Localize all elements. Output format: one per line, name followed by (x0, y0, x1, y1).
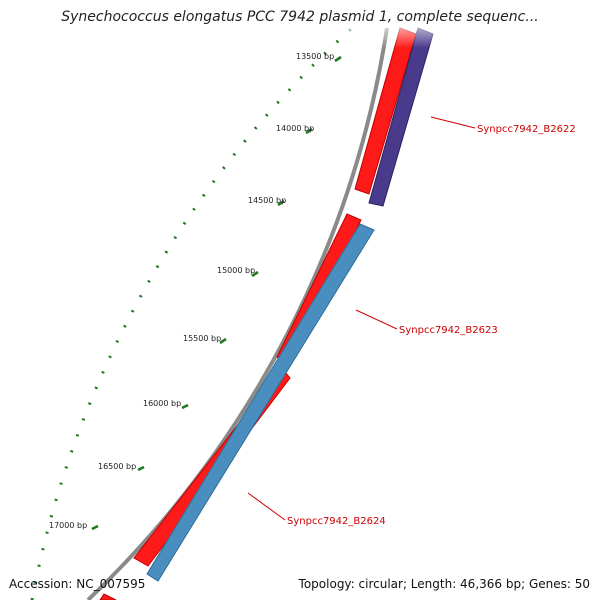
tick-label-15000: 15000 bp (217, 266, 255, 275)
gene-label-B2622[interactable]: Synpcc7942_B2622 (477, 124, 576, 135)
tick-label-17000: 17000 bp (49, 521, 87, 530)
tick-label-13500: 13500 bp (296, 52, 334, 61)
plasmid-backbone (86, 27, 389, 600)
tick-label-16500: 16500 bp (98, 462, 136, 471)
gene-label-B2623[interactable]: Synpcc7942_B2623 (399, 325, 498, 336)
topology-summary: Topology: circular; Length: 46,366 bp; G… (298, 577, 590, 591)
gene-Synpcc7942_B2623-B2624[interactable] (146, 223, 375, 582)
map-title: Synechococcus elongatus PCC 7942 plasmid… (61, 9, 539, 25)
gene-label-B2624[interactable]: Synpcc7942_B2624 (287, 516, 386, 527)
tick-label-14000: 14000 bp (276, 124, 314, 133)
top-fade (340, 22, 450, 48)
major-ticks (91, 55, 342, 531)
accession-label: Accession: NC_007595 (9, 577, 146, 591)
tick-label-16000: 16000 bp (143, 399, 181, 408)
tick-labels: 13500 bp 14000 bp 14500 bp 15000 bp 1550… (49, 52, 334, 530)
tick-label-14500: 14500 bp (248, 196, 286, 205)
forward-cds-bottom (99, 593, 117, 600)
label-leader-lines (247, 116, 476, 521)
tick-label-15500: 15500 bp (183, 334, 221, 343)
